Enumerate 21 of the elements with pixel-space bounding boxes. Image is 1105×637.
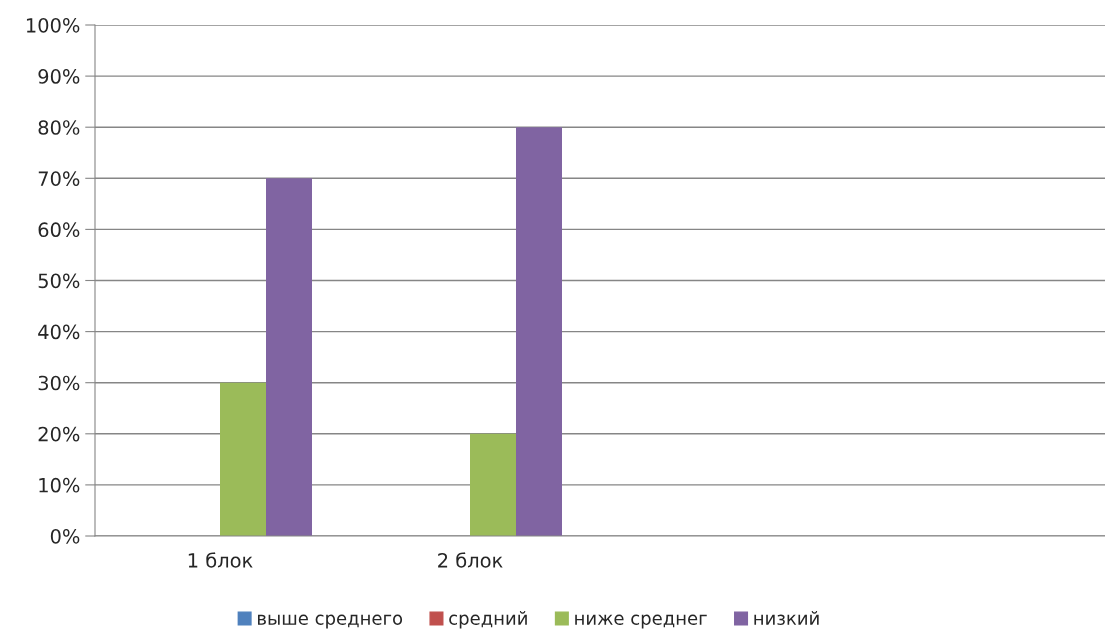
bar	[516, 127, 562, 536]
y-tick-label: 70%	[38, 171, 80, 186]
bar	[266, 178, 312, 536]
x-tick-label: 2 блок	[438, 552, 503, 568]
y-tick-label: 60%	[38, 222, 80, 238]
y-tick-label: 20%	[38, 426, 80, 442]
legend-label: средний	[449, 611, 527, 629]
bar	[220, 382, 266, 536]
y-tick-label: 80%	[38, 120, 80, 135]
y-tick-label: 90%	[38, 69, 80, 84]
legend-label: выше среднего	[258, 614, 403, 629]
y-tick-label: 50%	[38, 273, 80, 289]
y-tick-label: 100%	[26, 17, 80, 33]
y-tick-label: 40%	[38, 324, 80, 340]
x-tick-label: 1 блок	[188, 552, 253, 568]
y-tick-label: 0%	[50, 528, 80, 544]
legend-label: ниже среднег	[575, 614, 707, 629]
bar	[470, 433, 516, 536]
y-tick-label: 10%	[39, 477, 80, 493]
y-tick-label: 30%	[38, 375, 80, 391]
legend-label: низкий	[754, 611, 819, 625]
